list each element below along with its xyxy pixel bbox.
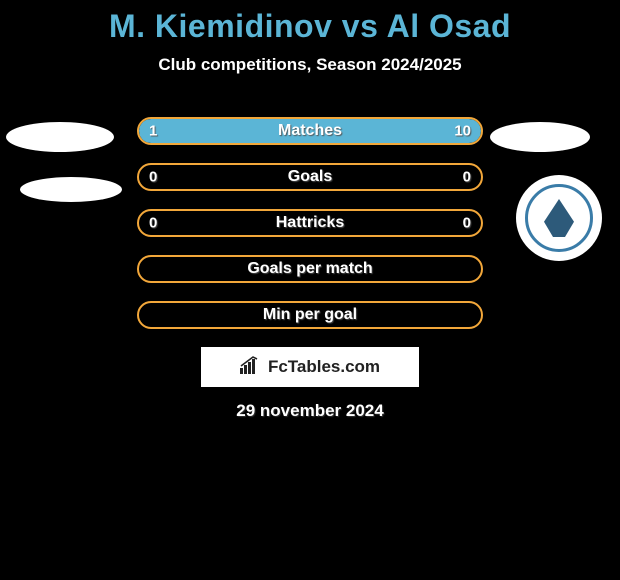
comparison-card: M. Kiemidinov vs Al Osad Club competitio… xyxy=(0,0,620,421)
stat-label: Goals xyxy=(139,168,481,186)
page-title: M. Kiemidinov vs Al Osad xyxy=(0,8,620,45)
stat-label: Min per goal xyxy=(139,306,481,324)
branding-label: FcTables.com xyxy=(268,357,380,377)
stat-label: Goals per match xyxy=(139,260,481,278)
stat-row: 110Matches xyxy=(137,117,483,145)
branding-box: FcTables.com xyxy=(201,347,419,387)
page-subtitle: Club competitions, Season 2024/2025 xyxy=(0,55,620,75)
date-line: 29 november 2024 xyxy=(0,401,620,421)
stat-label: Hattricks xyxy=(139,214,481,232)
stat-row: Min per goal xyxy=(137,301,483,329)
chart-icon xyxy=(240,356,262,379)
stat-label: Matches xyxy=(139,122,481,140)
stat-row: 00Goals xyxy=(137,163,483,191)
stat-rows-container: 110Matches 00Goals 00Hattricks Goals per ma… xyxy=(0,117,620,329)
branding-text: FcTables.com xyxy=(240,356,380,379)
stat-row: 00Hattricks xyxy=(137,209,483,237)
stat-row: Goals per match xyxy=(137,255,483,283)
